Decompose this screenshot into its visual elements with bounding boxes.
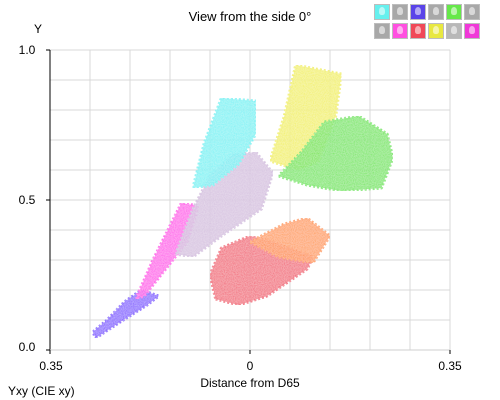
color-clusters	[91, 63, 395, 340]
y-tick-label-top: 1.0	[18, 43, 36, 57]
y-tick-label-bottom: 0.0	[18, 340, 36, 354]
color-cluster	[134, 201, 201, 301]
thumbnail-image[interactable]	[410, 4, 426, 20]
x-tick-label-right: 0.35	[438, 359, 462, 373]
color-cluster	[191, 96, 258, 190]
thumbnail-image[interactable]	[428, 23, 444, 39]
thumbnail-image[interactable]	[392, 23, 408, 39]
thumbnail-image[interactable]	[446, 23, 462, 39]
axes	[46, 49, 451, 354]
thumbnail-image[interactable]	[410, 23, 426, 39]
thumbnail-image[interactable]	[446, 4, 462, 20]
x-axis-label: Distance from D65	[200, 376, 300, 390]
color-cluster	[91, 288, 161, 340]
colorspace-caption: Yxy (CIE xy)	[8, 384, 75, 398]
thumbnail-image[interactable]	[464, 23, 480, 39]
y-axis-label: Y	[34, 22, 43, 36]
thumbnail-image[interactable]	[374, 4, 390, 20]
color-cluster	[277, 114, 395, 193]
color-cluster	[174, 150, 275, 259]
y-tick-label-middle: 0.5	[18, 193, 36, 207]
thumbnail-image[interactable]	[392, 4, 408, 20]
x-tick-label-left: 0.35	[39, 359, 63, 373]
color-cluster	[248, 216, 332, 265]
thumbnail-image[interactable]	[374, 23, 390, 39]
thumbnail-image[interactable]	[464, 4, 480, 20]
thumbnail-image[interactable]	[428, 4, 444, 20]
chart-title: View from the side 0°	[188, 9, 312, 24]
x-tick-label-center: 0	[246, 359, 254, 373]
